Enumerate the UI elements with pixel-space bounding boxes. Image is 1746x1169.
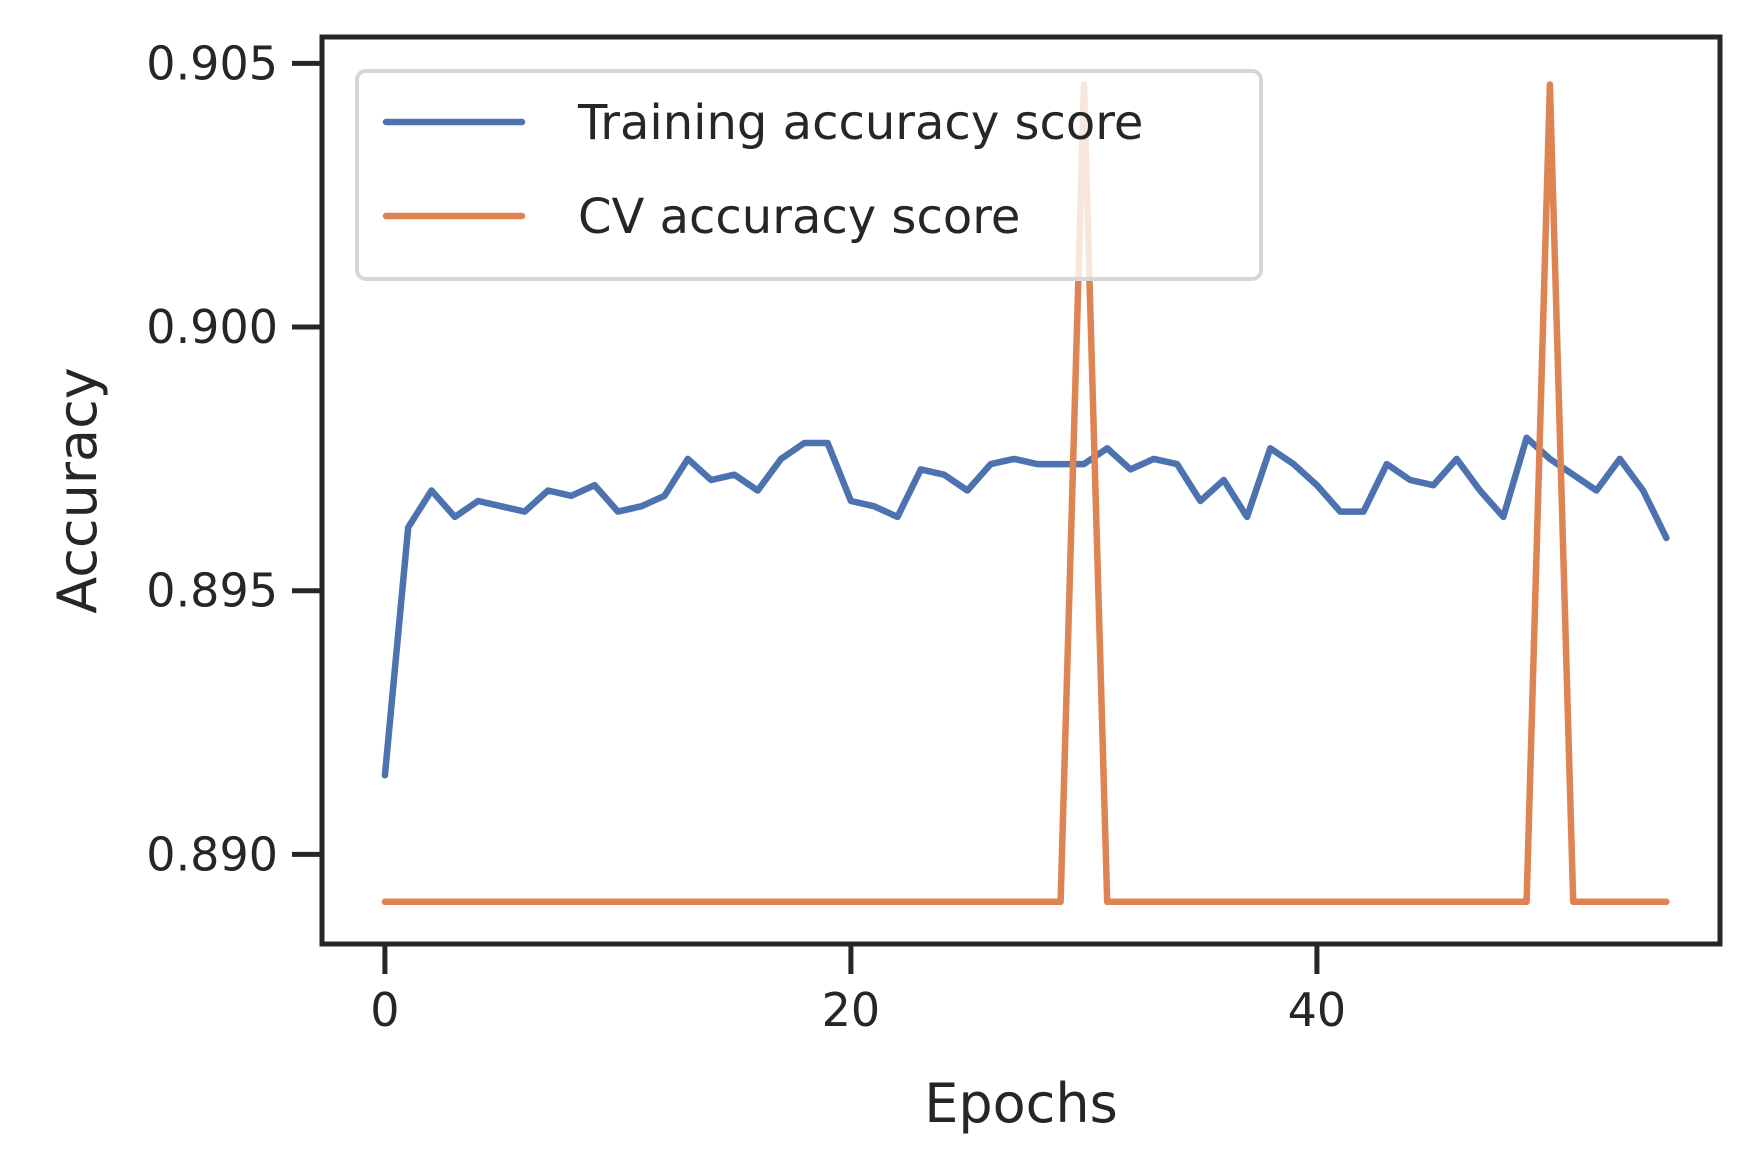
legend-box [355,69,1263,281]
plot-frame [319,34,1723,947]
y-tick-label: 0.900 [146,300,278,354]
x-axis-label: Epochs [924,1072,1117,1135]
legend-label: CV accuracy score [578,189,1020,245]
y-axis-label: Accuracy [46,367,109,614]
series-layer [381,81,1670,906]
y-tick-label: 0.890 [146,827,278,881]
x-tick-label: 40 [1288,983,1347,1037]
series-line-cv [381,81,1670,906]
legend-label: Training accuracy score [577,95,1143,151]
y-tick-label: 0.905 [146,36,278,90]
series-line-training [381,434,1670,779]
plot-frame-rect [319,34,1723,947]
x-tick-label: 0 [370,983,399,1037]
x-tick-label: 20 [822,983,881,1037]
legend: Training accuracy score CV accuracy score [355,69,1263,281]
y-tick-label: 0.895 [146,564,278,618]
axis-ticks: 0.890 0.895 0.900 0.905 0 20 40 [146,36,1346,1037]
